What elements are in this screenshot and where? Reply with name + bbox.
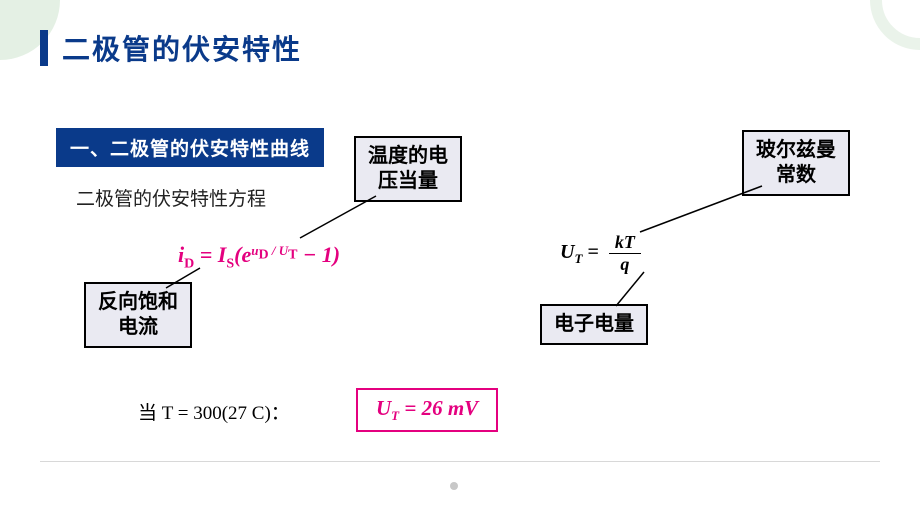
ut-value-box: UT = 26 mV [356, 388, 498, 432]
condition-text: 当 T = 300(27 C)： [138, 398, 290, 425]
utv-rest: = 26 mV [399, 396, 478, 420]
divider-bottom [40, 461, 880, 462]
connector-temp [0, 0, 920, 518]
utv-U: U [376, 396, 391, 420]
page-dot-icon [450, 482, 458, 490]
utv-sub: T [391, 408, 399, 423]
